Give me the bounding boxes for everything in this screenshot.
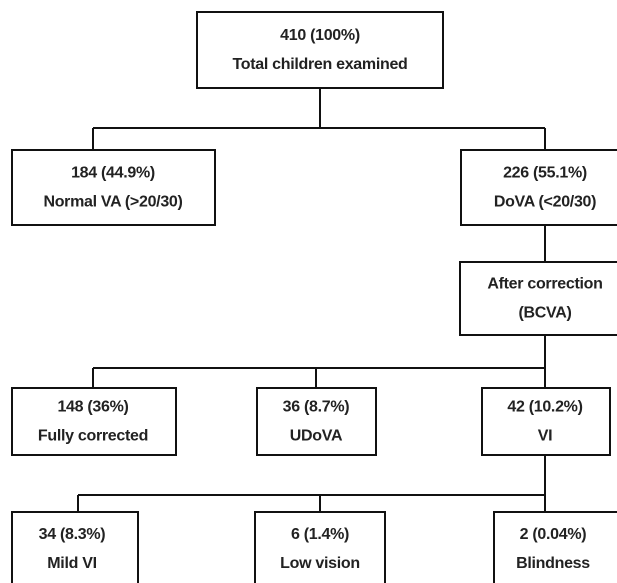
node: 6 (1.4%) Low vision (254, 511, 386, 583)
node-label: 226 (55.1%) (503, 165, 587, 182)
node-label: Blindness (516, 555, 590, 572)
node-label: 184 (44.9%) (71, 165, 155, 182)
node-label: 34 (8.3%) (39, 526, 106, 543)
node: After correction (BCVA) (459, 261, 617, 336)
node: 34 (8.3%) Mild VI (11, 511, 139, 583)
node-label: 410 (100%) (280, 27, 360, 44)
node-box (460, 149, 617, 226)
node-label: Mild VI (47, 555, 96, 572)
node-label: Low vision (280, 555, 360, 572)
connectors (77, 88, 546, 512)
node-box (11, 149, 216, 226)
node: 42 (10.2%) VI (481, 387, 611, 456)
node: 410 (100%) Total children examined (196, 11, 444, 89)
node-box (256, 387, 377, 456)
node: 148 (36%) Fully corrected (11, 387, 177, 456)
node-label: 148 (36%) (57, 399, 128, 416)
node: 226 (55.1%) DoVA (<20/30) (460, 149, 617, 226)
node-label: (BCVA) (518, 305, 571, 322)
node-label: VI (538, 428, 553, 445)
node: 2 (0.04%) Blindness (493, 511, 617, 583)
node-label: 2 (0.04%) (520, 526, 587, 543)
node-label: Normal VA (>20/30) (43, 194, 182, 211)
node-label: 6 (1.4%) (291, 526, 349, 543)
node-label: Total children examined (232, 56, 407, 73)
node-label: UDoVA (290, 428, 343, 445)
node-box (459, 261, 617, 336)
node-label: Fully corrected (38, 428, 148, 445)
node-label: 36 (8.7%) (283, 399, 350, 416)
node-box (196, 11, 444, 89)
node-box (254, 511, 386, 583)
node-label: DoVA (<20/30) (494, 194, 596, 211)
node: 36 (8.7%) UDoVA (256, 387, 377, 456)
node-label: After correction (487, 276, 602, 293)
node-box (11, 387, 177, 456)
node-box (493, 511, 617, 583)
node-box (11, 511, 139, 583)
node: 184 (44.9%) Normal VA (>20/30) (11, 149, 216, 226)
node-box (481, 387, 611, 456)
node-label: 42 (10.2%) (507, 399, 582, 416)
